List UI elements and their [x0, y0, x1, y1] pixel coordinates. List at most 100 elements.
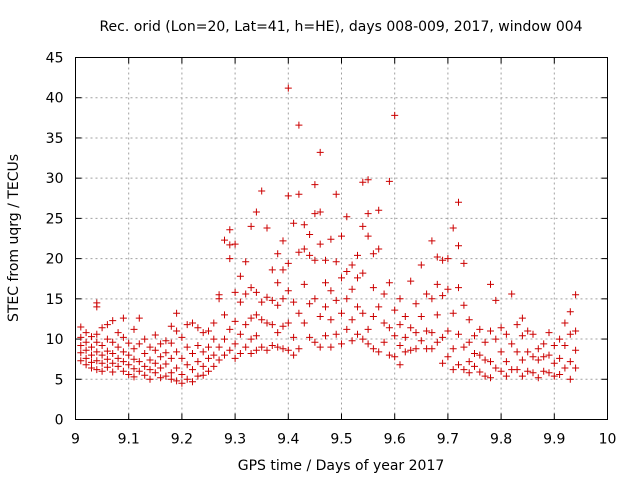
data-point	[162, 360, 170, 368]
data-point	[476, 351, 484, 359]
y-tick-label: 20	[46, 252, 64, 268]
data-point	[556, 354, 564, 362]
data-point	[88, 333, 95, 341]
data-point	[407, 324, 415, 332]
data-point	[295, 190, 303, 198]
data-point	[300, 221, 308, 229]
data-point	[449, 309, 457, 317]
data-point	[210, 335, 218, 343]
data-point	[375, 245, 383, 253]
data-point	[396, 295, 404, 303]
data-point	[396, 321, 404, 329]
data-point	[566, 308, 574, 316]
data-point	[497, 367, 505, 375]
data-point	[247, 284, 255, 292]
data-point	[385, 351, 393, 359]
data-point	[561, 319, 569, 327]
data-point	[279, 345, 287, 353]
data-point	[135, 367, 143, 375]
data-point	[183, 321, 191, 329]
x-tick-label: 9.7	[437, 432, 459, 448]
data-point	[471, 362, 478, 370]
data-point	[135, 340, 143, 348]
data-point	[566, 358, 574, 366]
data-point	[396, 342, 404, 349]
data-point	[130, 355, 138, 363]
data-point	[306, 333, 314, 341]
axis-ticks	[75, 57, 608, 420]
data-point	[151, 346, 159, 354]
y-axis-tick-labels: 0 5 10 15 20 25 30 35 40 45	[46, 51, 64, 429]
data-point	[401, 348, 409, 356]
data-point	[518, 332, 526, 340]
data-point	[236, 350, 244, 357]
data-point	[359, 309, 367, 317]
data-point	[444, 353, 452, 361]
data-point	[391, 332, 399, 340]
data-point	[146, 356, 154, 364]
y-tick-label: 35	[46, 131, 64, 147]
data-point	[215, 295, 223, 303]
data-point	[465, 369, 473, 377]
data-point	[82, 338, 90, 346]
data-point	[194, 358, 202, 366]
data-point	[375, 206, 383, 214]
data-point	[268, 266, 276, 274]
data-point	[157, 364, 165, 372]
data-point	[114, 354, 122, 362]
data-point	[327, 235, 335, 243]
data-point	[258, 343, 266, 351]
data-point	[534, 345, 542, 353]
data-point	[311, 338, 319, 346]
data-point	[455, 330, 462, 338]
data-point	[385, 279, 393, 287]
data-point	[407, 346, 415, 354]
data-point	[199, 348, 207, 356]
data-point	[242, 290, 250, 298]
data-point	[465, 316, 473, 324]
data-point	[354, 251, 361, 259]
data-point	[146, 366, 154, 374]
data-point	[98, 367, 106, 375]
data-point	[109, 338, 117, 346]
data-point	[364, 340, 372, 348]
data-point	[183, 375, 191, 383]
data-point	[284, 346, 292, 354]
data-point	[545, 329, 553, 337]
data-point	[487, 280, 494, 288]
x-tick-label: 9	[71, 432, 80, 448]
data-point	[311, 256, 319, 264]
data-point	[231, 340, 239, 348]
data-point	[369, 313, 377, 320]
data-point	[135, 314, 143, 322]
data-point	[572, 327, 580, 335]
data-point	[226, 241, 234, 249]
data-point	[231, 354, 239, 362]
data-point	[550, 342, 558, 349]
data-point	[284, 259, 292, 267]
data-point	[316, 343, 324, 351]
data-point	[226, 346, 234, 354]
data-point	[151, 359, 159, 367]
data-point	[141, 350, 149, 357]
data-point	[332, 190, 340, 198]
data-point	[306, 251, 314, 259]
data-point	[481, 356, 489, 364]
data-point	[236, 298, 244, 306]
data-point	[279, 266, 287, 274]
data-point	[300, 245, 308, 253]
data-point	[375, 303, 383, 311]
data-point	[369, 284, 377, 292]
data-point	[338, 274, 345, 282]
data-point	[162, 337, 170, 345]
data-point	[88, 343, 95, 351]
data-point	[566, 375, 574, 383]
data-point	[82, 346, 90, 354]
data-point	[417, 261, 425, 269]
data-point	[556, 371, 564, 378]
data-point	[199, 362, 207, 370]
data-point	[566, 330, 574, 338]
data-point	[322, 303, 329, 311]
data-point	[231, 317, 239, 325]
data-point	[114, 362, 122, 370]
